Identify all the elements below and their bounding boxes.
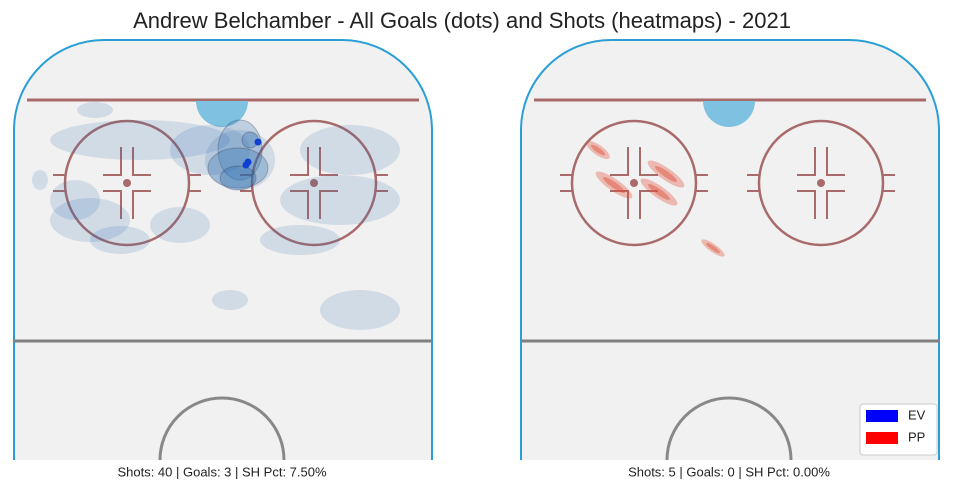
shot-density-core bbox=[648, 184, 670, 200]
shot-density-core bbox=[207, 147, 269, 189]
rink-panel: Shots: 40 | Goals: 3 | SH Pct: 7.50% bbox=[13, 39, 433, 479]
figure-title: Andrew Belchamber - All Goals (dots) and… bbox=[133, 8, 791, 33]
legend-label: PP bbox=[908, 429, 925, 444]
faceoff-dot bbox=[630, 179, 638, 187]
legend-swatch bbox=[866, 432, 898, 444]
faceoff-dot bbox=[310, 179, 318, 187]
shot-density bbox=[300, 125, 400, 175]
hash-mark bbox=[132, 190, 151, 219]
hash-mark bbox=[610, 147, 629, 176]
rink-surface bbox=[13, 39, 433, 460]
shot-density bbox=[150, 207, 210, 243]
hash-mark bbox=[826, 147, 845, 176]
shot-density-core bbox=[603, 177, 625, 193]
shot-density-core bbox=[590, 144, 606, 156]
crease bbox=[703, 101, 755, 127]
faceoff-circle bbox=[250, 119, 378, 247]
shot-density bbox=[50, 120, 230, 160]
hash-mark bbox=[319, 147, 338, 176]
faceoff-circle bbox=[63, 119, 191, 247]
hash-mark bbox=[826, 190, 845, 219]
shot-density bbox=[320, 290, 400, 330]
hash-mark bbox=[290, 147, 309, 176]
hash-mark bbox=[103, 147, 122, 176]
rink-surface bbox=[520, 39, 940, 460]
shot-density bbox=[90, 226, 150, 254]
hash-mark bbox=[610, 190, 629, 219]
panel-caption: Shots: 5 | Goals: 0 | SH Pct: 0.00% bbox=[628, 464, 830, 479]
shot-density bbox=[32, 170, 48, 190]
faceoff-circle bbox=[570, 119, 698, 247]
center-circle bbox=[665, 396, 793, 461]
hash-mark bbox=[797, 190, 816, 219]
hash-mark bbox=[639, 190, 658, 219]
shot-density-core bbox=[655, 166, 677, 182]
shot-density bbox=[586, 140, 610, 160]
faceoff-circle bbox=[757, 119, 885, 247]
hash-mark bbox=[132, 147, 151, 176]
goal-dot bbox=[242, 161, 250, 169]
shot-density bbox=[280, 175, 400, 225]
shot-density bbox=[260, 225, 340, 255]
legend-swatch bbox=[866, 410, 898, 422]
hash-mark bbox=[290, 190, 309, 219]
hash-mark bbox=[103, 190, 122, 219]
shot-density-core bbox=[706, 242, 720, 254]
shot-density bbox=[170, 125, 250, 175]
shot-density bbox=[640, 178, 678, 206]
legend-label: EV bbox=[908, 407, 926, 422]
shot-density-core bbox=[217, 119, 263, 181]
shot-density bbox=[77, 102, 113, 118]
shot-density bbox=[595, 171, 633, 199]
shot-density bbox=[212, 290, 248, 310]
faceoff-dot bbox=[817, 179, 825, 187]
panel-caption: Shots: 40 | Goals: 3 | SH Pct: 7.50% bbox=[117, 464, 327, 479]
hash-mark bbox=[319, 190, 338, 219]
hash-mark bbox=[797, 147, 816, 176]
rink-panel: Shots: 5 | Goals: 0 | SH Pct: 0.00% bbox=[520, 39, 940, 479]
crease bbox=[196, 101, 248, 127]
goal-dot bbox=[254, 138, 262, 146]
shot-density bbox=[647, 160, 685, 188]
shot-density bbox=[50, 198, 130, 242]
center-circle bbox=[158, 396, 286, 461]
shot-density-core bbox=[219, 165, 257, 191]
shot-density bbox=[701, 239, 725, 257]
legend: EV PP bbox=[859, 403, 938, 456]
faceoff-dot bbox=[123, 179, 131, 187]
hash-mark bbox=[639, 147, 658, 176]
shot-density bbox=[50, 180, 100, 220]
